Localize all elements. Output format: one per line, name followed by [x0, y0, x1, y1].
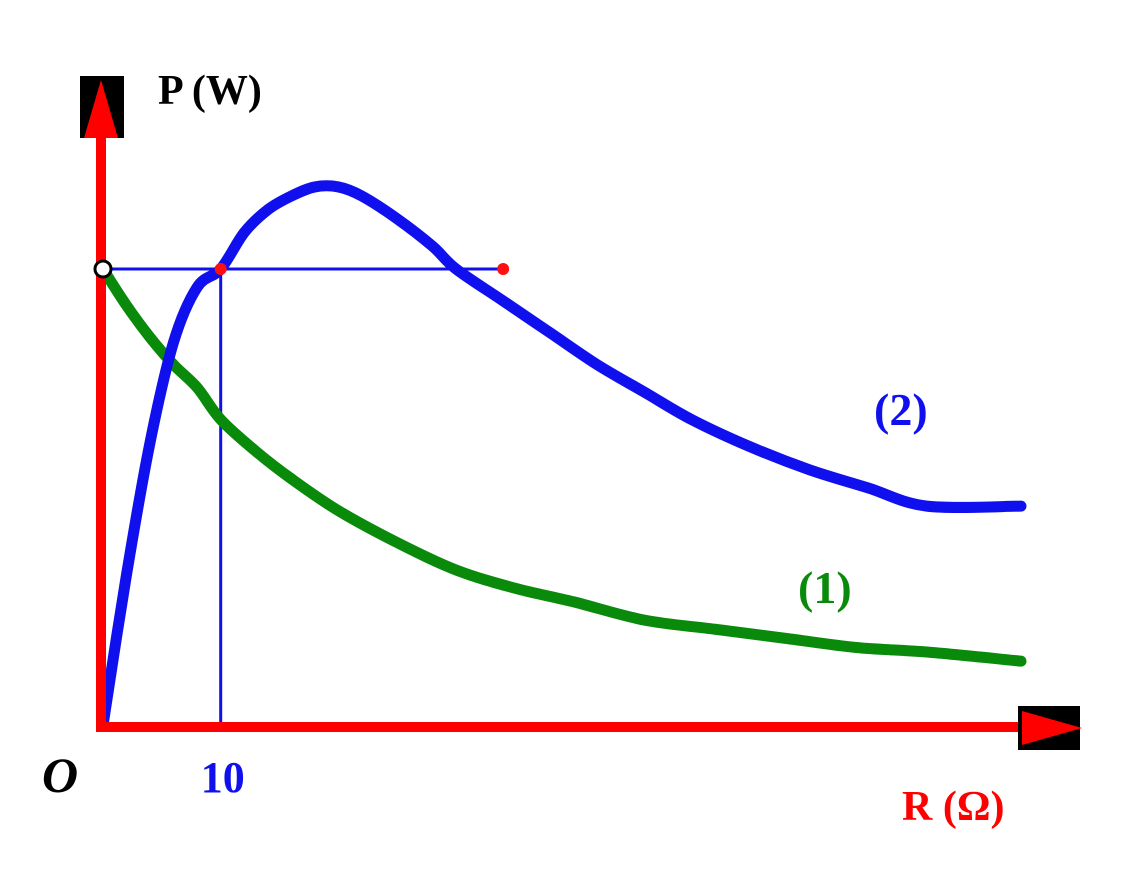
series-label-1: (1) — [798, 562, 852, 613]
series-line-2 — [97, 180, 1027, 731]
series-line-1 — [97, 263, 1027, 667]
origin-label: O — [42, 747, 78, 803]
marked-point-0 — [93, 259, 113, 279]
marked-point-1 — [214, 263, 227, 275]
x-axis-arrowhead — [1018, 706, 1082, 750]
x-axis-label: R (Ω) — [902, 784, 1004, 830]
y-axis-label: P (W) — [158, 68, 262, 114]
x-tick-label: 10 — [201, 753, 245, 802]
marked-point-2 — [497, 263, 510, 275]
y-axis-arrowhead — [80, 76, 124, 138]
marked-points — [93, 259, 510, 279]
series-label-2: (2) — [874, 384, 928, 435]
